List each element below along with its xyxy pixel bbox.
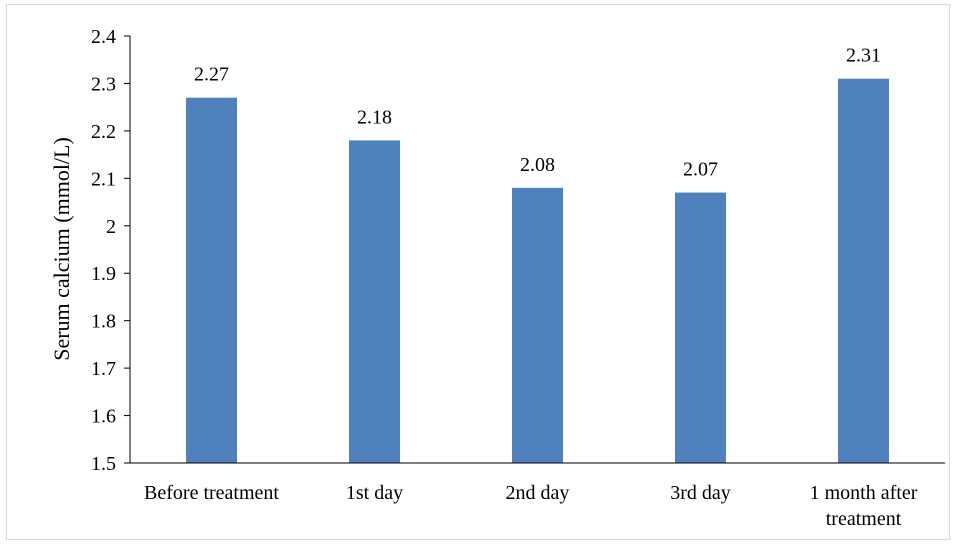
bar — [838, 78, 889, 463]
bars — [186, 78, 889, 464]
y-tick-label: 1.6 — [91, 406, 116, 428]
bar — [186, 97, 237, 463]
y-tick-label: 1.9 — [91, 263, 116, 285]
data-label: 2.18 — [357, 106, 392, 128]
y-axis-ticks: 1.5 1.6 1.7 1.8 1.9 2 2.1 2.2 2.3 2.4 — [91, 26, 130, 475]
y-tick-label: 2 — [106, 216, 116, 238]
bar — [349, 140, 400, 463]
y-tick-label: 2.3 — [91, 73, 116, 95]
y-tick-label: 2.4 — [91, 26, 116, 48]
y-tick-label: 2.1 — [91, 168, 116, 190]
y-tick-label: 1.7 — [91, 358, 116, 380]
x-tick-label: 3rd day — [670, 482, 731, 504]
chart-frame — [6, 4, 950, 540]
y-tick-label: 1.8 — [91, 311, 116, 333]
x-tick-label: 1 month after treatment — [810, 482, 918, 530]
y-tick-label: 2.2 — [91, 121, 116, 143]
y-axis-title: Serum calcium (mmol/L) — [49, 137, 74, 361]
y-tick-label: 1.5 — [91, 453, 116, 475]
x-tick-label: 2nd day — [506, 482, 570, 504]
data-labels: 2.27 2.18 2.08 2.07 2.31 — [194, 45, 881, 181]
bar — [675, 192, 726, 464]
data-label: 2.07 — [683, 159, 718, 181]
x-tick-label: Before treatment — [144, 482, 279, 504]
x-tick-label: 1st day — [346, 482, 403, 504]
data-label: 2.08 — [520, 154, 555, 176]
bar — [512, 187, 563, 464]
data-label: 2.31 — [846, 45, 881, 67]
data-label: 2.27 — [194, 64, 229, 86]
x-axis-labels: Before treatment 1st day 2nd day 3rd day 1 m… — [144, 482, 918, 530]
